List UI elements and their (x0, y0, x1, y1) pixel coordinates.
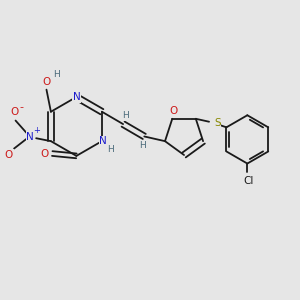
Text: O: O (169, 106, 178, 116)
Text: H: H (140, 141, 146, 150)
Text: O: O (5, 150, 13, 160)
Text: O: O (10, 107, 18, 117)
Text: H: H (122, 111, 128, 120)
Text: H: H (107, 145, 113, 154)
Text: S: S (214, 118, 220, 128)
Text: +: + (33, 126, 40, 135)
Text: -: - (20, 102, 23, 112)
Text: H: H (53, 70, 60, 79)
Text: N: N (26, 132, 34, 142)
Text: O: O (41, 148, 49, 158)
Text: N: N (100, 136, 107, 146)
Text: O: O (42, 77, 51, 87)
Text: N: N (73, 92, 80, 102)
Text: Cl: Cl (244, 176, 254, 186)
